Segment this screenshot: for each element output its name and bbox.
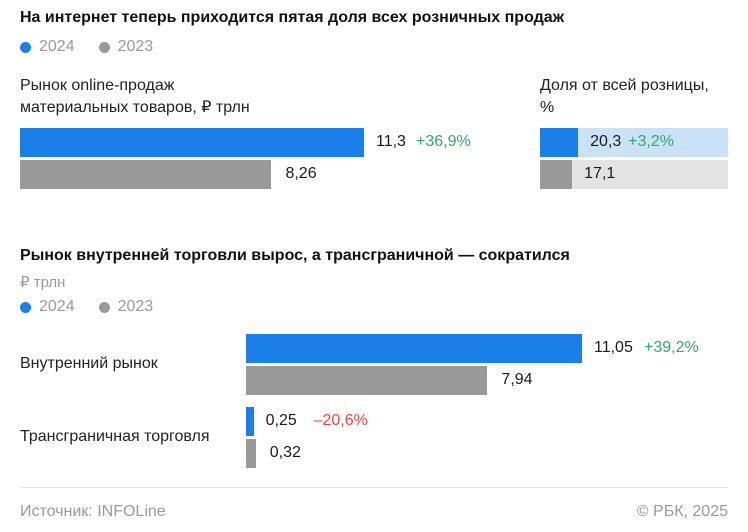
domestic-bar-2023 bbox=[246, 366, 488, 395]
online-sales-subtitle-line1: Рынок online-продаж bbox=[20, 77, 175, 94]
cross-border-value-2024: 0,25 bbox=[265, 412, 297, 429]
section1-legend: 2024 2023 bbox=[20, 38, 177, 56]
legend-label-2024: 2024 bbox=[39, 38, 75, 55]
online-sales-subtitle: Рынок online-продаж материальных товаров… bbox=[20, 75, 250, 119]
legend-dot-2024 bbox=[20, 41, 31, 53]
legend-label-2023: 2023 bbox=[117, 298, 154, 315]
section2-unit: ₽ трлн bbox=[20, 274, 66, 291]
source-note: Источник: INFOLine bbox=[20, 503, 166, 520]
legend-item-2024: 2024 bbox=[20, 38, 75, 56]
cross-border-bar-2024 bbox=[246, 407, 254, 436]
domestic-bar-2024 bbox=[246, 334, 582, 363]
online-sales-subtitle-line2: материальных товаров, ₽ трлн bbox=[20, 99, 250, 116]
cross-border-value-2023: 0,32 bbox=[269, 444, 301, 461]
legend-dot-2024 bbox=[20, 301, 31, 313]
legend-item-2023: 2023 bbox=[98, 298, 154, 316]
online-value-2024: 11,3 bbox=[376, 133, 406, 150]
share-bar-2024 bbox=[540, 128, 579, 157]
share-subtitle: Доля от всей розницы, % bbox=[540, 75, 709, 119]
domestic-value-2024: 11,05 bbox=[594, 339, 633, 356]
cross-border-bar-2023 bbox=[246, 439, 256, 468]
share-value-2023: 17,1 bbox=[584, 165, 616, 182]
section2-legend: 2024 2023 bbox=[20, 298, 177, 316]
category-domestic-market: Внутренний рынок bbox=[20, 355, 158, 372]
legend-label-2024: 2024 bbox=[39, 298, 75, 315]
share-value-2024: 20,3 bbox=[590, 133, 622, 150]
online-change-2024: +36,9% bbox=[416, 133, 471, 150]
online-bar-2023 bbox=[20, 160, 272, 189]
category-cross-border-trade: Трансграничная торговля bbox=[20, 428, 210, 445]
legend-item-2024: 2024 bbox=[20, 298, 75, 316]
domestic-value-2023: 7,94 bbox=[501, 371, 533, 388]
online-bar-2024 bbox=[20, 128, 364, 157]
legend-label-2023: 2023 bbox=[117, 38, 154, 55]
footer-divider bbox=[20, 487, 728, 488]
share-bar-2023 bbox=[540, 160, 573, 189]
share-change-2024: +3,2% bbox=[628, 133, 674, 150]
domestic-change-2024: +39,2% bbox=[644, 339, 699, 356]
legend-dot-2023 bbox=[98, 301, 110, 313]
section1-title: На интернет теперь приходится пятая доля… bbox=[20, 9, 565, 26]
cross-border-change-2024: –20,6% bbox=[313, 412, 368, 429]
share-subtitle-line1: Доля от всей розницы, bbox=[540, 77, 709, 94]
legend-item-2023: 2023 bbox=[98, 38, 154, 56]
copyright: © РБК, 2025 bbox=[636, 503, 728, 520]
online-value-2023: 8,26 bbox=[285, 165, 317, 182]
section2-title: Рынок внутренней торговли вырос, а транс… bbox=[20, 247, 570, 264]
legend-dot-2023 bbox=[98, 41, 110, 53]
share-subtitle-line2: % bbox=[540, 99, 555, 116]
